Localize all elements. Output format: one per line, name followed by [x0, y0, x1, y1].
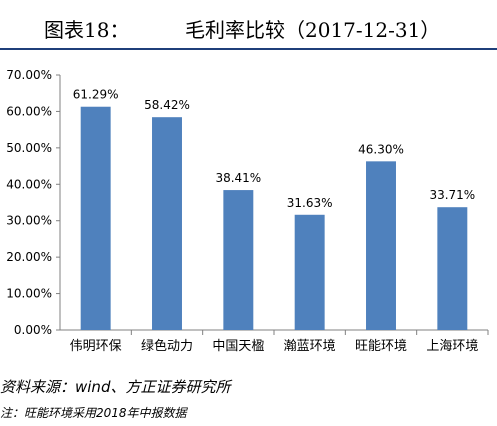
bar — [80, 106, 111, 331]
bar — [366, 161, 396, 330]
y-tick-label: 40.00% — [6, 177, 52, 191]
y-tick-label: 20.00% — [6, 250, 52, 264]
y-tick-label: 50.00% — [6, 141, 52, 155]
data-label: 38.41% — [215, 171, 261, 185]
figure-header: 图表18： 毛利率比较（2017-12-31） — [0, 0, 497, 50]
category-label: 旺能环境 — [355, 339, 407, 354]
bar — [223, 190, 254, 330]
category-label: 瀚蓝环境 — [284, 339, 336, 354]
bar — [437, 207, 468, 330]
y-tick-label: 60.00% — [6, 104, 52, 118]
data-label: 46.30% — [358, 142, 404, 156]
data-label: 61.29% — [73, 88, 119, 102]
bar — [152, 117, 182, 330]
data-label: 33.71% — [429, 188, 475, 202]
category-label: 中国天楹 — [212, 338, 264, 354]
category-label: 绿色动力 — [141, 338, 193, 354]
category-label: 伟明环保 — [70, 339, 122, 354]
data-label: 31.63% — [287, 196, 333, 210]
source-note: 资料来源：wind、方正证券研究所 — [0, 378, 231, 396]
y-tick-label: 30.00% — [6, 214, 52, 228]
bar — [294, 214, 325, 330]
y-tick-label: 10.00% — [6, 287, 52, 301]
category-label: 上海环境 — [426, 339, 478, 354]
y-tick-label: 0.00% — [14, 323, 52, 337]
bar-chart: 0.00% 10.00% 20.00% 30.00% 40.00% 50.00% 60.00… — [6, 68, 489, 354]
figure-title: 毛利率比较（2017-12-31） — [185, 18, 441, 42]
data-label: 58.42% — [144, 98, 190, 112]
y-tick-label: 70.00% — [6, 68, 52, 82]
footnote: 注：旺能环境采用2018年中报数据 — [0, 406, 187, 420]
figure-label: 图表18： — [44, 18, 130, 42]
